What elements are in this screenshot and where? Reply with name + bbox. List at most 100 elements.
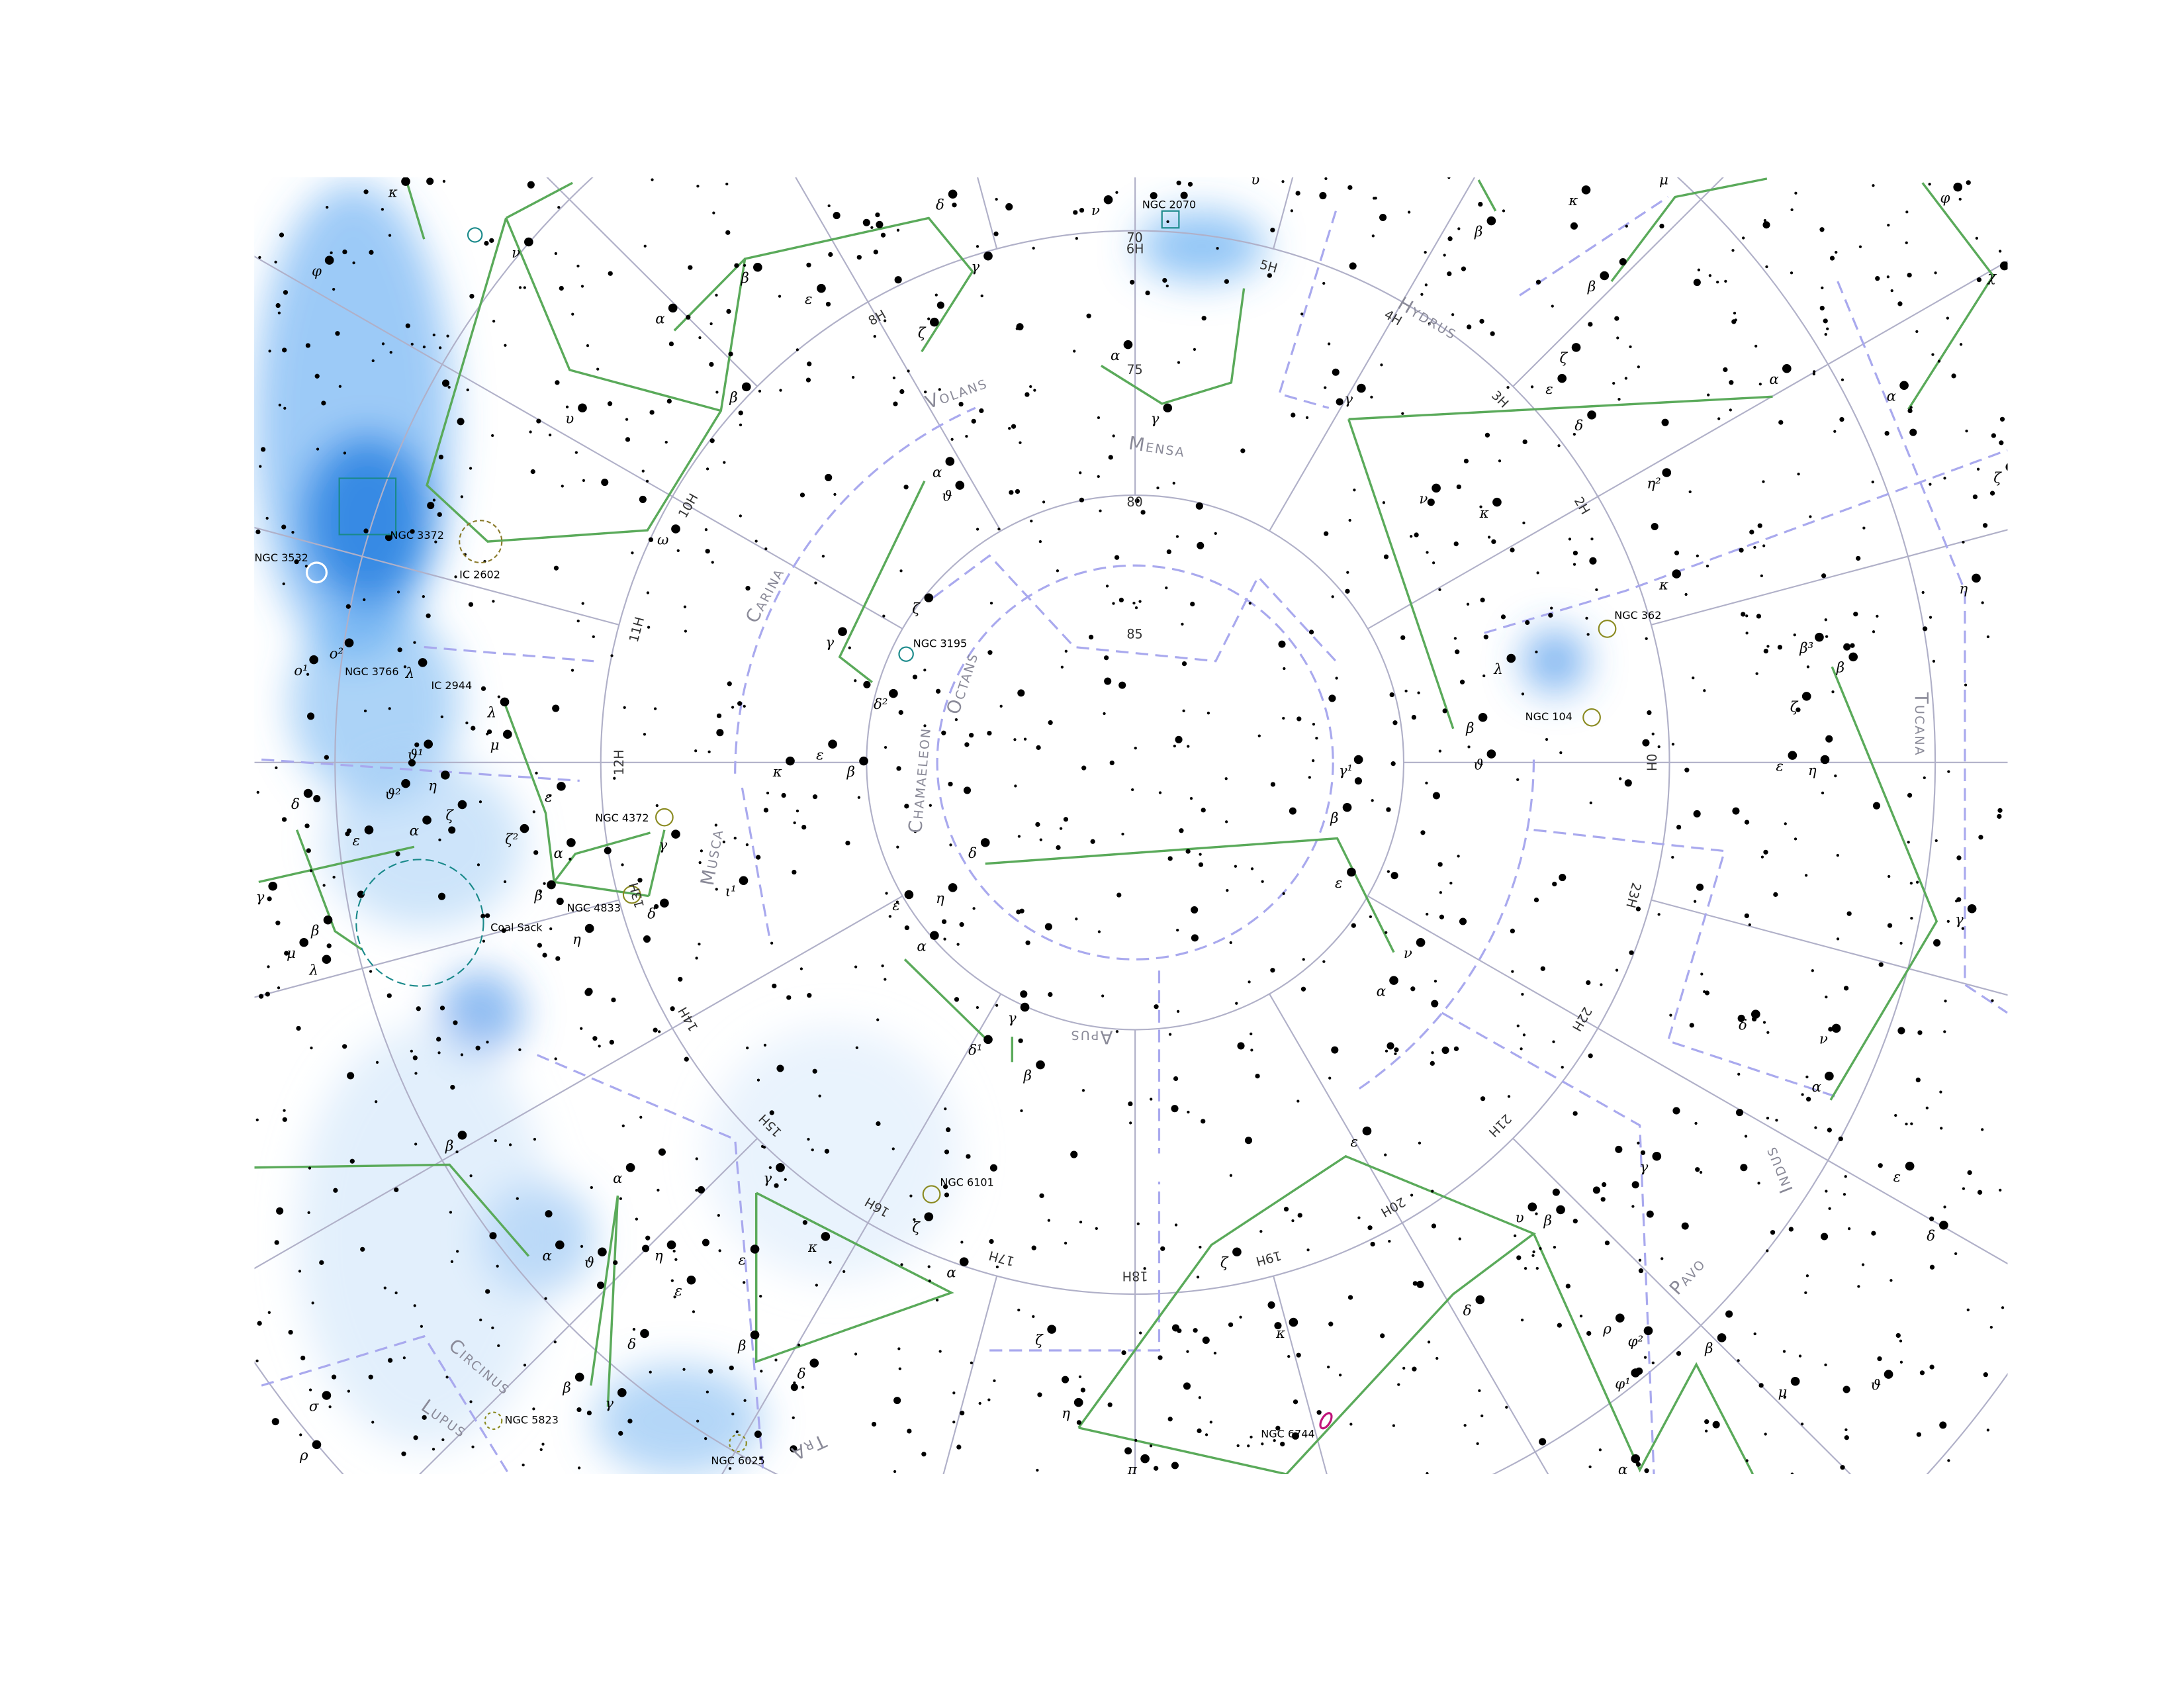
star — [371, 359, 375, 363]
star-label: α — [613, 1170, 622, 1187]
star — [1748, 923, 1751, 927]
star — [790, 1445, 797, 1453]
star — [1625, 224, 1628, 228]
bright-star — [828, 739, 837, 749]
star — [754, 539, 758, 543]
star — [1729, 408, 1732, 412]
star — [1236, 1444, 1240, 1448]
star — [553, 565, 559, 571]
star — [960, 1411, 965, 1416]
star — [537, 943, 542, 948]
star — [1535, 1212, 1538, 1215]
star — [670, 1006, 675, 1011]
star — [1507, 1095, 1511, 1098]
star — [1308, 630, 1314, 635]
star — [1929, 483, 1932, 486]
bright-star — [1416, 937, 1426, 947]
star — [1371, 234, 1375, 238]
star — [471, 1445, 475, 1448]
star — [396, 590, 400, 594]
star-label: β — [562, 1380, 570, 1397]
star — [489, 238, 494, 243]
star — [1978, 835, 1983, 840]
star-label: α — [542, 1248, 551, 1264]
star — [1281, 180, 1285, 183]
star — [549, 927, 553, 931]
star — [1545, 737, 1549, 741]
star — [1828, 1207, 1831, 1210]
star-label: γ — [659, 837, 667, 854]
star — [645, 479, 649, 483]
star — [1956, 897, 1962, 902]
ra-line — [721, 993, 1002, 1474]
star — [1824, 618, 1827, 622]
star-label: π — [1127, 1462, 1138, 1478]
star-label: ζ — [912, 1220, 921, 1237]
bright-star — [322, 955, 332, 964]
object-label: IC 2602 — [459, 568, 500, 581]
star — [818, 1094, 821, 1098]
star — [1197, 541, 1205, 549]
star — [1986, 1429, 1990, 1432]
star — [1617, 398, 1621, 401]
star — [1760, 855, 1764, 859]
star — [1187, 1110, 1190, 1114]
star-label: β — [1836, 660, 1844, 677]
star — [1520, 1047, 1523, 1051]
star — [1850, 643, 1855, 648]
star — [1846, 911, 1852, 916]
star — [1115, 1030, 1119, 1033]
star — [1731, 249, 1735, 252]
star — [1939, 1421, 1947, 1429]
star — [1659, 223, 1664, 229]
bright-star — [786, 756, 795, 766]
star — [821, 555, 825, 558]
star — [731, 1413, 735, 1416]
object-label: NGC 3195 — [913, 637, 967, 650]
star-label: δ — [1463, 1303, 1472, 1319]
star — [805, 377, 811, 383]
star — [291, 530, 295, 534]
star — [570, 669, 574, 672]
star — [1121, 832, 1124, 836]
star — [496, 1264, 499, 1268]
star — [1059, 827, 1063, 830]
star-label: κ — [1275, 1325, 1285, 1342]
star — [1457, 227, 1461, 230]
star — [927, 1265, 931, 1268]
star — [643, 935, 651, 943]
star — [895, 900, 899, 904]
star — [1369, 915, 1372, 918]
star — [308, 1166, 312, 1170]
star — [635, 1217, 639, 1221]
star — [792, 869, 797, 875]
star — [1939, 1090, 1942, 1094]
star — [1672, 1107, 1680, 1115]
bright-star — [1581, 185, 1591, 195]
star — [267, 896, 272, 902]
star — [884, 745, 887, 749]
star — [388, 234, 392, 237]
star — [1394, 1047, 1399, 1053]
star — [1397, 1383, 1400, 1386]
star — [833, 492, 837, 496]
star — [1729, 380, 1734, 385]
star-label: ζ — [1993, 470, 2002, 487]
ra-label: 0H — [1643, 753, 1659, 771]
star — [1383, 554, 1389, 559]
star-label: δ — [291, 796, 300, 813]
star — [1295, 191, 1300, 196]
star — [1327, 342, 1331, 346]
star — [1502, 209, 1506, 212]
star — [586, 1410, 592, 1416]
star — [322, 884, 326, 887]
star — [1267, 1301, 1275, 1309]
star — [1522, 1033, 1526, 1037]
bright-star — [1556, 1205, 1565, 1215]
star — [1585, 616, 1588, 620]
star — [1819, 227, 1825, 232]
star-label: ε — [353, 833, 360, 849]
star — [1112, 434, 1115, 438]
